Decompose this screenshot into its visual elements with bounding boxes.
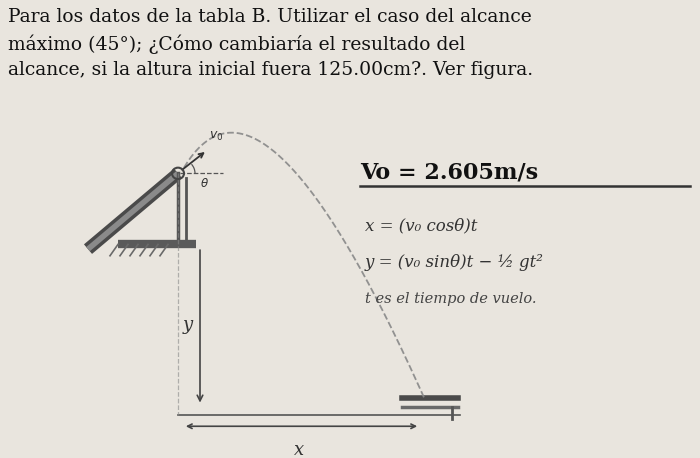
Text: Para los datos de la tabla B. Utilizar el caso del alcance
máximo (45°); ¿Cómo c: Para los datos de la tabla B. Utilizar e… [8,8,533,79]
Text: y = (v₀ sinθ)t − ½ gt²: y = (v₀ sinθ)t − ½ gt² [365,254,544,271]
Text: $\theta$: $\theta$ [200,177,209,190]
Text: x = (v₀ cosθ)t: x = (v₀ cosθ)t [365,218,477,235]
Text: y: y [183,316,193,334]
Text: t es el tiempo de vuelo.: t es el tiempo de vuelo. [365,292,536,306]
Text: x: x [294,442,304,458]
Text: $v_0$: $v_0$ [209,130,223,143]
Text: Vo = 2.605m/s: Vo = 2.605m/s [360,161,538,183]
